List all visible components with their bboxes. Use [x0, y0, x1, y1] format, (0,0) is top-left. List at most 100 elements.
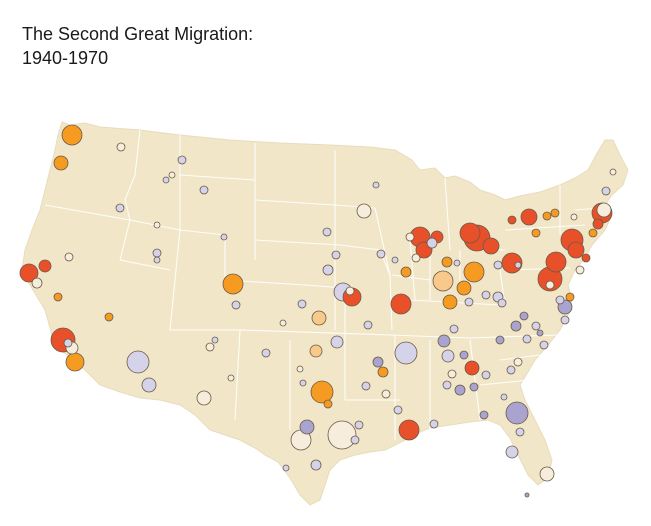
city-bubble: [515, 427, 525, 437]
title-line-1: The Second Great Migration:: [22, 24, 254, 44]
city-bubble: [581, 253, 591, 263]
city-bubble: [296, 365, 304, 373]
city-bubble: [323, 399, 333, 409]
city-bubble: [322, 264, 334, 276]
city-bubble: [588, 228, 598, 238]
city-bubble: [390, 293, 412, 315]
city-bubble: [376, 249, 386, 259]
city-bubble: [205, 342, 215, 352]
city-bubble: [441, 256, 453, 268]
city-bubble: [505, 445, 519, 459]
city-bubble: [493, 260, 503, 270]
city-bubble: [542, 211, 552, 221]
city-bubble: [570, 213, 578, 221]
city-bubble: [514, 261, 522, 269]
city-bubble: [53, 155, 69, 171]
city-bubble: [354, 420, 364, 430]
city-bubble: [330, 335, 344, 349]
city-bubble: [153, 256, 161, 264]
city-bubble: [115, 203, 125, 213]
city-bubble: [405, 232, 415, 242]
city-bubble: [153, 221, 161, 229]
city-bubble: [531, 228, 541, 238]
city-bubble: [507, 215, 517, 225]
city-bubble: [531, 321, 541, 331]
city-bubble: [513, 357, 523, 367]
city-bubble: [381, 389, 391, 399]
city-bubble: [311, 310, 327, 326]
city-bubble: [19, 263, 39, 283]
city-bubble: [453, 259, 461, 267]
city-bubble: [464, 360, 480, 376]
city-bubble: [495, 335, 505, 345]
city-bubble: [545, 251, 567, 273]
city-bubble: [299, 419, 315, 435]
city-bubble: [463, 261, 485, 283]
city-bubble: [38, 259, 52, 273]
city-bubble: [426, 237, 438, 249]
city-bubble: [609, 168, 617, 176]
city-bubble: [592, 218, 604, 230]
city-bubble: [196, 390, 212, 406]
city-bubble: [454, 384, 466, 396]
city-bubble: [363, 320, 373, 330]
city-bubble: [391, 256, 399, 264]
city-bubble: [575, 265, 585, 275]
city-bubble: [356, 203, 372, 219]
city-bubble: [437, 334, 451, 348]
city-bubble: [449, 324, 459, 334]
city-bubble: [464, 297, 474, 307]
city-bubble: [522, 334, 532, 344]
city-bubble: [53, 292, 63, 302]
city-bubble: [500, 393, 508, 401]
city-bubble: [506, 365, 516, 375]
city-bubble: [497, 298, 507, 308]
city-bubble: [545, 280, 555, 290]
city-bubble: [482, 237, 500, 255]
city-bubble: [372, 181, 380, 189]
city-bubble: [168, 171, 176, 179]
city-bubble: [152, 248, 162, 258]
us-land-outline: [21, 121, 629, 506]
city-bubble: [126, 350, 150, 374]
city-bubble: [63, 338, 73, 348]
map-title: The Second Great Migration: 1940-1970: [22, 22, 253, 70]
city-bubble: [555, 295, 565, 305]
city-bubble: [429, 419, 439, 429]
city-bubble: [459, 222, 481, 244]
city-bubble: [141, 377, 157, 393]
city-bubble: [231, 300, 241, 310]
city-bubble: [297, 299, 307, 309]
city-bubble: [441, 349, 455, 363]
city-bubble: [211, 336, 219, 344]
city-bubble: [519, 311, 529, 321]
city-bubble: [116, 142, 126, 152]
city-bubble: [398, 419, 420, 441]
city-bubble: [310, 459, 322, 471]
city-bubble: [331, 250, 341, 260]
city-bubble: [104, 312, 114, 322]
title-line-2: 1940-1970: [22, 48, 109, 68]
city-bubble: [400, 266, 412, 278]
city-bubble: [199, 185, 209, 195]
city-bubbles: [19, 124, 617, 498]
city-bubble: [393, 405, 403, 415]
city-bubble: [459, 350, 469, 360]
city-bubble: [350, 435, 360, 445]
city-bubble: [64, 252, 74, 262]
city-bubble: [481, 290, 491, 300]
city-bubble: [505, 401, 529, 425]
city-bubble: [524, 492, 530, 498]
city-bubble: [162, 176, 170, 184]
city-bubble: [432, 270, 454, 292]
city-bubble: [361, 381, 371, 391]
city-bubble: [510, 320, 522, 332]
city-bubble: [61, 124, 83, 146]
city-bubble: [310, 380, 334, 404]
city-bubble: [177, 155, 187, 165]
city-bubble: [536, 329, 544, 337]
city-bubble: [539, 340, 549, 350]
city-bubble: [65, 352, 85, 372]
